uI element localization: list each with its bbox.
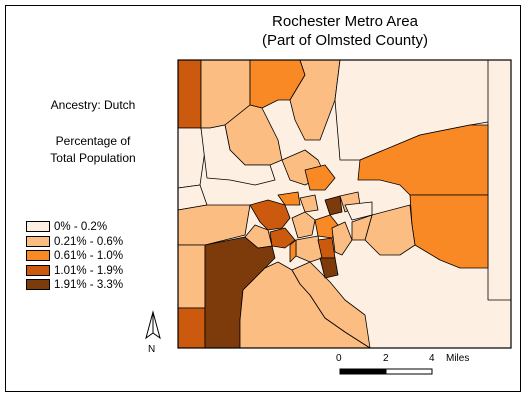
region	[244, 224, 273, 249]
region	[351, 214, 373, 241]
ancestry-subject: Ancestry: Dutch	[50, 98, 136, 112]
legend-label: 0.21% - 0.6%	[54, 235, 124, 248]
scale-tick-2: 2	[383, 353, 389, 364]
legend-swatch	[26, 250, 50, 261]
scale-bar-segment	[385, 368, 433, 375]
measure-line-1: Percentage of	[55, 134, 131, 148]
north-arrow-icon	[145, 310, 161, 340]
north-label: N	[148, 344, 156, 355]
map-title: Rochester Metro Area (Part of Olmsted Co…	[180, 12, 510, 50]
legend-label: 1.91% - 3.3%	[54, 279, 124, 291]
region	[331, 221, 353, 256]
region	[177, 59, 202, 129]
legend-swatch	[26, 264, 50, 276]
region	[177, 127, 206, 189]
legend-swatch	[26, 279, 50, 290]
region	[324, 195, 343, 216]
region	[289, 239, 297, 263]
scale-tick-4: 4	[429, 353, 435, 364]
title-line-2: (Part of Olmsted County)	[262, 32, 428, 49]
region	[299, 194, 319, 213]
map-border	[177, 59, 512, 349]
region	[249, 199, 291, 231]
region	[291, 211, 316, 239]
legend-label: 1.01% - 1.9%	[54, 264, 124, 277]
legend-label: 0% - 0.2%	[54, 221, 108, 233]
region	[364, 204, 416, 256]
title-line-1: Rochester Metro Area	[272, 13, 418, 30]
region	[200, 124, 276, 186]
legend-label: 0.61% - 1.0%	[54, 250, 124, 262]
measure-line-2: Total Population	[50, 151, 136, 165]
scale-tick-0: 0	[336, 353, 342, 364]
region	[304, 164, 336, 191]
region	[277, 191, 301, 206]
scale-bar	[339, 368, 433, 375]
legend-swatch	[26, 235, 50, 247]
region	[177, 307, 206, 349]
legend-swatch	[26, 221, 50, 232]
region	[177, 244, 206, 309]
region	[487, 59, 512, 301]
measure-label: Percentage of Total Population	[18, 133, 168, 167]
scale-unit: Miles	[446, 353, 470, 364]
region	[319, 257, 339, 279]
scale-bar-segment	[339, 368, 387, 375]
region	[291, 261, 371, 349]
